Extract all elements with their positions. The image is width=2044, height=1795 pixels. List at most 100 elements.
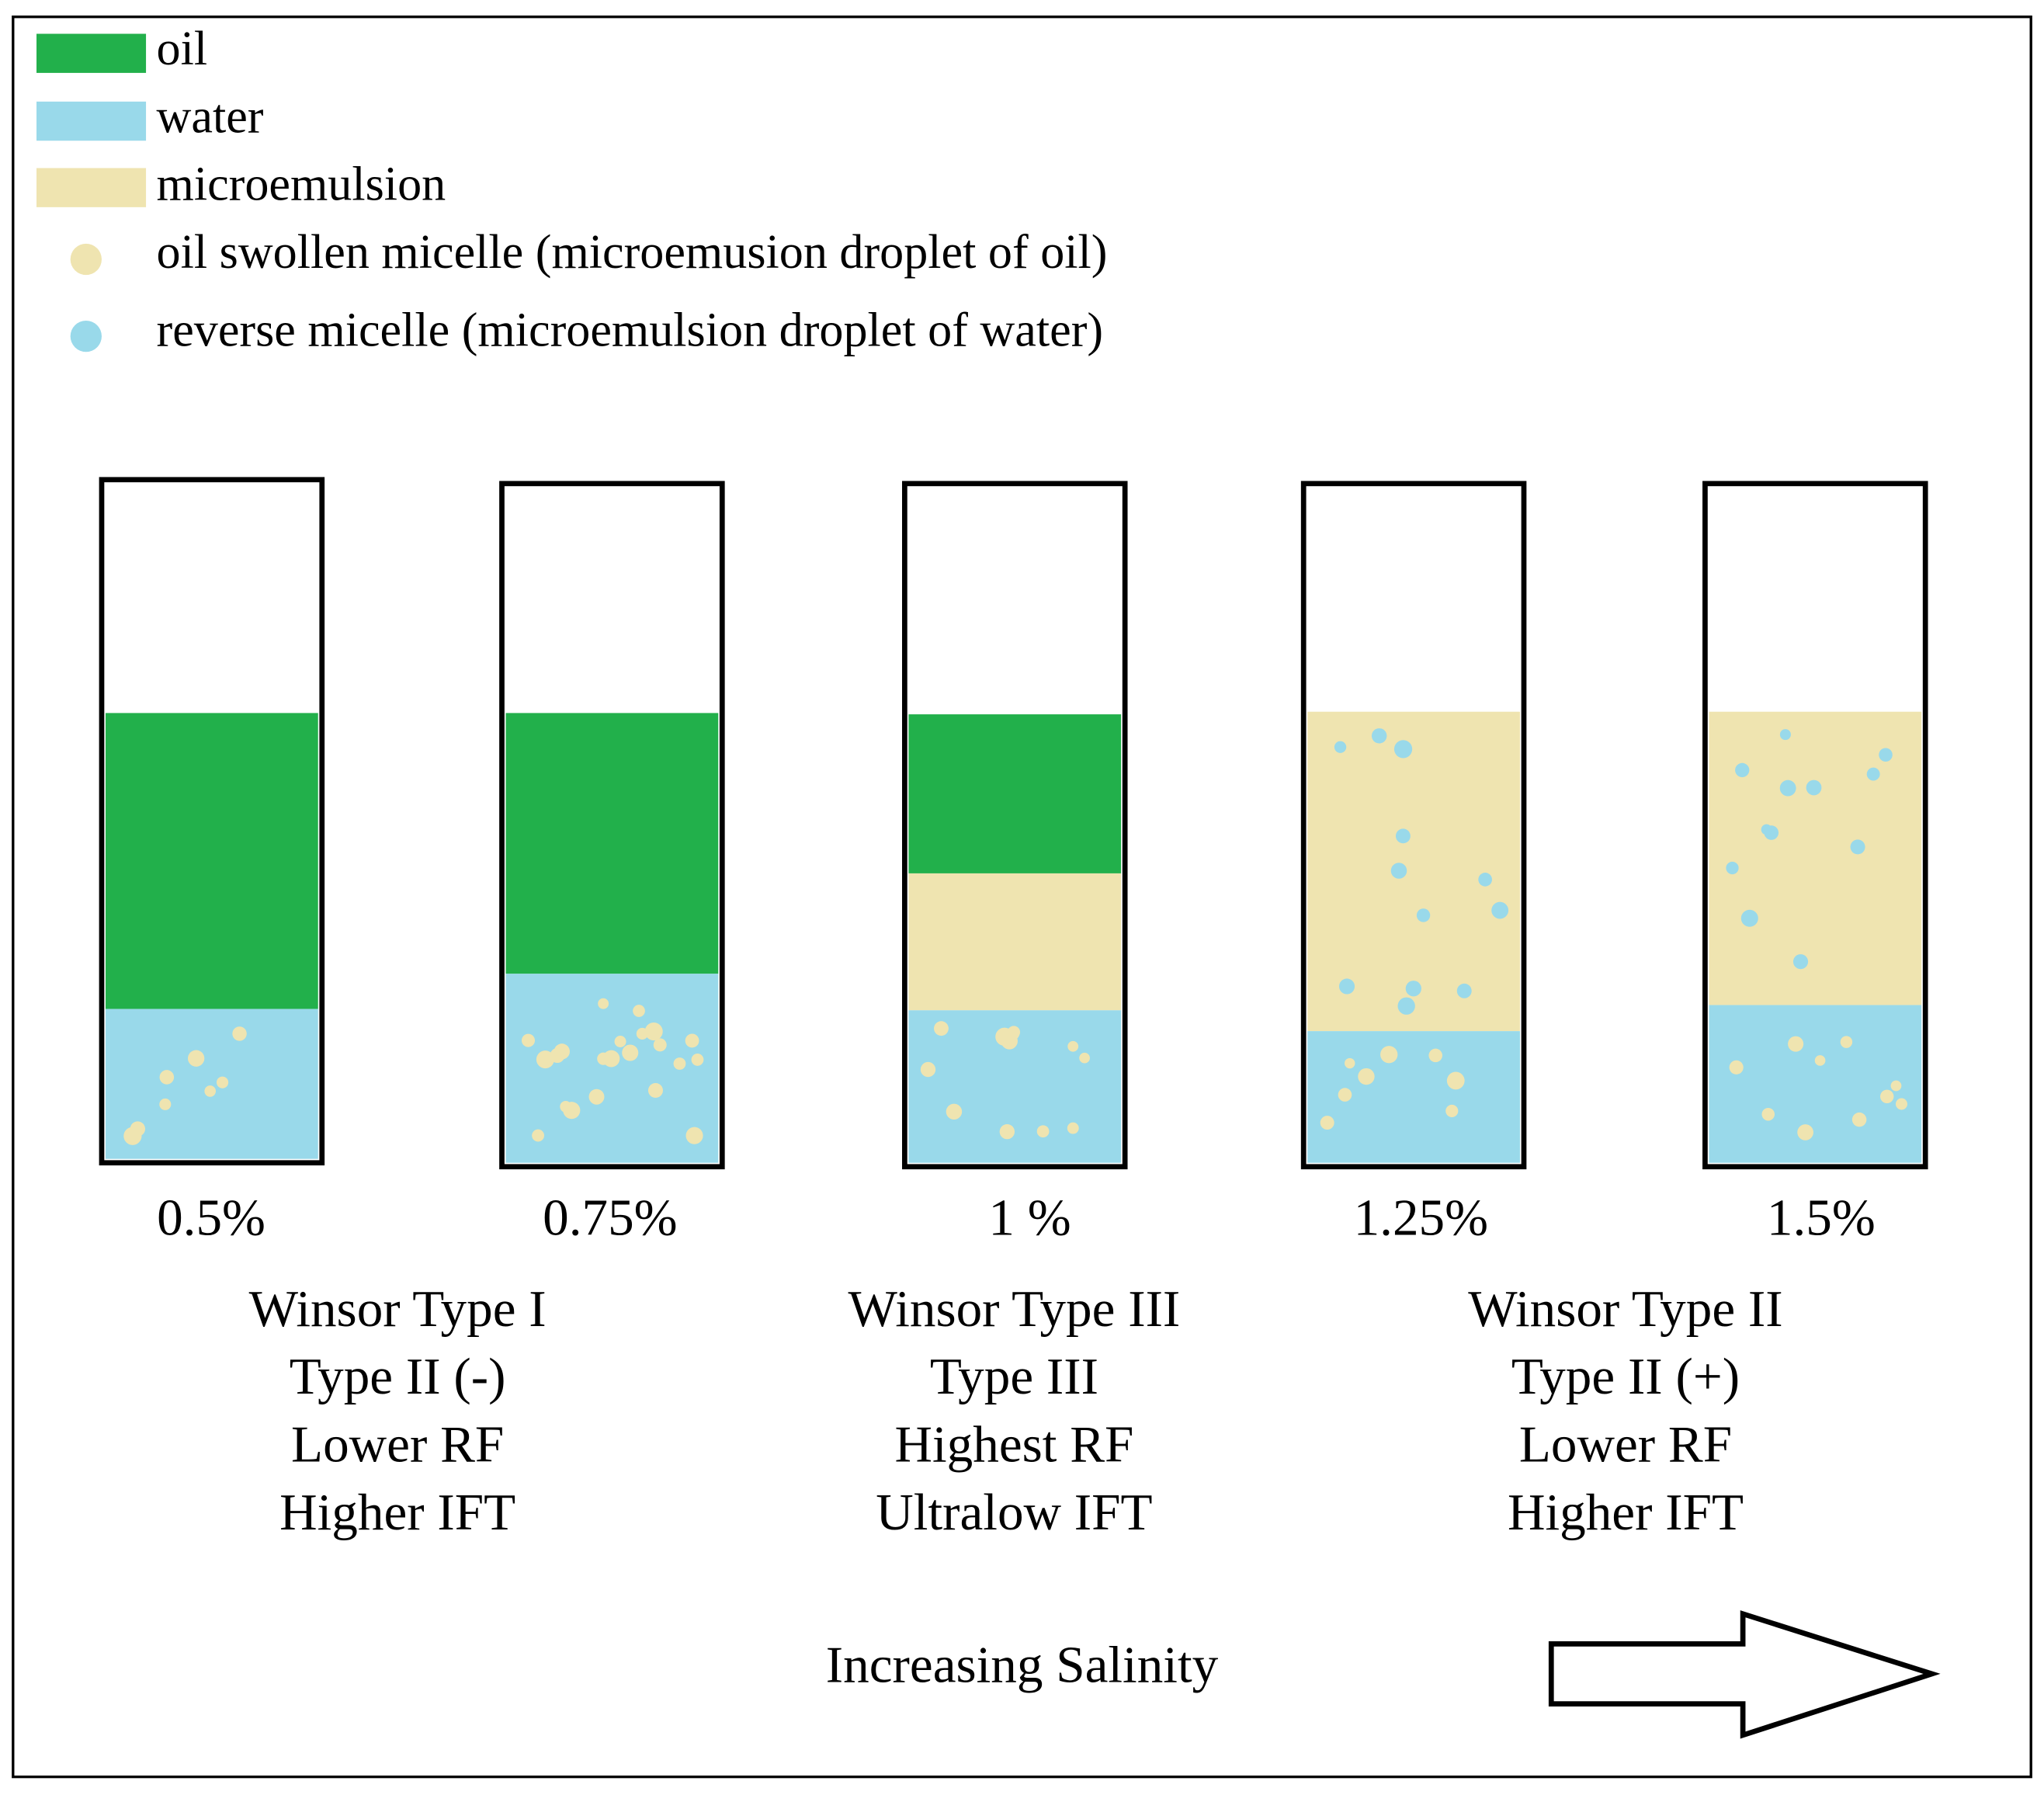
tube xyxy=(902,481,1128,1170)
micelle xyxy=(1416,908,1431,922)
tube xyxy=(1300,481,1527,1170)
micelle xyxy=(633,1005,645,1017)
micelle xyxy=(1797,1124,1813,1141)
legend-label: water xyxy=(157,90,264,143)
micelle xyxy=(999,1123,1015,1140)
group-line: Higher IFT xyxy=(279,1483,515,1541)
micelle xyxy=(1446,1071,1465,1090)
tube-label: 0.75% xyxy=(543,1188,677,1246)
legend-label: microemulsion xyxy=(157,158,446,211)
micelle xyxy=(1735,762,1750,778)
legend-swatch-oil xyxy=(36,33,147,73)
legend-swatch-water xyxy=(36,101,147,141)
group-line: Type II (-) xyxy=(290,1347,506,1405)
micelle xyxy=(532,1129,545,1142)
micelle xyxy=(1880,1089,1894,1103)
micelle xyxy=(1866,767,1880,781)
group-line: Type II (+) xyxy=(1511,1347,1740,1405)
micelle xyxy=(1792,954,1809,970)
micelle xyxy=(188,1050,205,1067)
micelle xyxy=(1334,741,1347,753)
micelle xyxy=(1067,1122,1079,1134)
micelle xyxy=(673,1057,686,1070)
group-line: Winsor Type II xyxy=(1468,1279,1782,1338)
micelle xyxy=(1358,1068,1375,1085)
group-line: Highest RF xyxy=(895,1415,1134,1474)
group-line: Lower RF xyxy=(291,1415,504,1474)
micelle xyxy=(123,1127,142,1145)
micelle xyxy=(1814,1055,1826,1066)
micelle xyxy=(159,1070,175,1085)
micelle xyxy=(1478,873,1492,887)
legend-label: oil xyxy=(157,23,208,75)
tube xyxy=(1702,481,1928,1170)
micelle xyxy=(1395,828,1411,844)
phase xyxy=(1307,711,1520,1032)
tube-label: 1.5% xyxy=(1767,1188,1876,1246)
micelle xyxy=(563,1102,581,1120)
micelle xyxy=(204,1085,216,1097)
micelle xyxy=(647,1082,663,1098)
micelle xyxy=(691,1054,704,1066)
micelle xyxy=(1761,1107,1775,1121)
group-line: Winsor Type I xyxy=(249,1279,547,1338)
micelle xyxy=(216,1076,229,1088)
phase xyxy=(908,714,1122,873)
tube-label: 1 % xyxy=(988,1188,1071,1246)
phase xyxy=(106,713,318,1009)
phase xyxy=(505,713,719,974)
micelle xyxy=(1890,1080,1902,1092)
micelle xyxy=(1320,1116,1334,1130)
micelle xyxy=(614,1036,626,1048)
tubes xyxy=(99,477,1928,1170)
micelle xyxy=(1036,1125,1050,1138)
micelle xyxy=(1740,909,1758,927)
legend-dot-oil xyxy=(70,243,102,276)
phase xyxy=(908,873,1122,1011)
micelle xyxy=(1726,861,1739,875)
tube-label: 1.25% xyxy=(1354,1188,1488,1246)
salinity-arrow xyxy=(1548,1610,1941,1739)
micelle xyxy=(1779,729,1791,741)
legend-label: oil swollen micelle (microemusion drople… xyxy=(157,226,1108,279)
micelle xyxy=(685,1033,699,1048)
legend-label: reverse micelle (microemulsion droplet o… xyxy=(157,304,1104,357)
micelle xyxy=(536,1050,554,1069)
micelle xyxy=(1445,1104,1459,1117)
micelle xyxy=(653,1038,667,1052)
micelle xyxy=(597,1052,610,1065)
micelle xyxy=(946,1103,963,1120)
micelle xyxy=(1380,1046,1398,1064)
group-line: Type III xyxy=(930,1347,1098,1405)
group-line: Ultralow IFT xyxy=(876,1483,1152,1541)
micelle xyxy=(1851,1112,1867,1127)
micelle xyxy=(554,1043,570,1060)
micelle xyxy=(622,1044,639,1061)
micelle xyxy=(1393,740,1413,759)
micelle xyxy=(1390,863,1407,879)
micelle xyxy=(1456,983,1472,998)
micelle xyxy=(1491,901,1509,919)
micelle xyxy=(1879,748,1893,762)
micelle xyxy=(1079,1052,1090,1064)
footer-label: Increasing Salinity xyxy=(826,1635,1219,1693)
micelle xyxy=(1345,1057,1355,1069)
micelle xyxy=(1788,1036,1804,1052)
micelle xyxy=(232,1026,247,1041)
micelle xyxy=(1405,981,1421,997)
micelle xyxy=(1338,1088,1352,1102)
micelle xyxy=(1397,997,1415,1015)
micelle xyxy=(644,1022,663,1041)
group-line: Winsor Type III xyxy=(848,1279,1181,1338)
micelle xyxy=(1338,978,1355,995)
micelle xyxy=(1779,779,1796,797)
micelle xyxy=(1840,1036,1853,1048)
micelle xyxy=(159,1098,172,1110)
micelle xyxy=(598,998,609,1009)
micelle xyxy=(1895,1098,1907,1110)
phase xyxy=(1709,1005,1922,1163)
micelle xyxy=(1806,779,1822,796)
tube-label: 0.5% xyxy=(157,1188,265,1246)
